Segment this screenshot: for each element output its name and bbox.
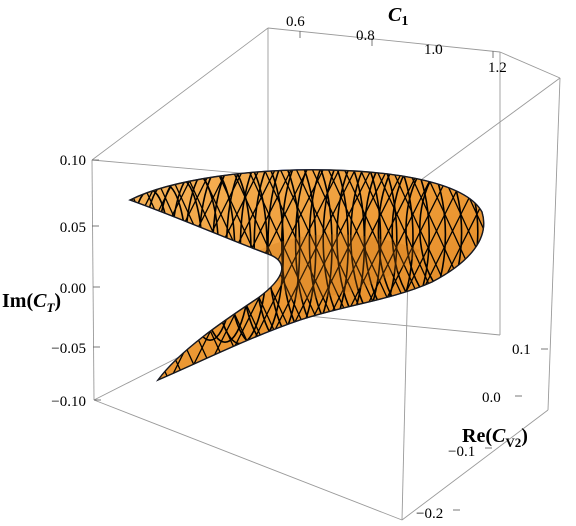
mesh-ring — [130, 189, 171, 331]
mesh-line — [130, 169, 137, 380]
c1-tick-3: 1.2 — [488, 60, 507, 76]
mesh-line — [0, 160, 56, 400]
mesh-line — [435, 169, 484, 380]
mesh-line — [130, 169, 185, 380]
mesh-line — [467, 169, 484, 380]
recv2-axis-label: Re(CV2) — [462, 425, 528, 450]
mesh-line — [130, 169, 147, 380]
recv2-tick-3: −0.2 — [416, 506, 443, 522]
mesh-line — [4, 160, 114, 400]
recv2-tick-labels: 0.1 0.0 −0.1 −0.2 — [416, 342, 531, 522]
mesh-line — [0, 160, 40, 400]
imct-tick-labels: 0.10 0.05 0.00 −0.05 −0.10 — [51, 153, 86, 410]
surface-outline — [128, 169, 485, 382]
imct-tick-1: 0.05 — [60, 220, 86, 236]
mesh-line — [451, 169, 484, 380]
recv2-tick-1: 0.0 — [482, 390, 501, 406]
tick-marks — [92, 31, 548, 511]
mesh-line — [0, 160, 8, 400]
mesh-line — [548, 160, 576, 400]
mesh-line — [532, 160, 576, 400]
c1-tick-1: 0.8 — [356, 28, 375, 44]
mesh-line — [0, 160, 82, 400]
imct-tick-2: 0.00 — [60, 281, 86, 297]
mesh-line — [130, 169, 131, 380]
imct-tick-4: −0.10 — [51, 394, 86, 410]
c1-tick-labels: 0.6 0.8 1.0 1.2 — [286, 14, 507, 76]
mesh-line — [516, 160, 576, 400]
mesh-line — [564, 160, 576, 400]
mesh-line — [0, 160, 104, 400]
mesh-line — [130, 169, 169, 380]
imct-tick-3: −0.05 — [51, 341, 86, 357]
mesh-line — [0, 160, 72, 400]
c1-tick-2: 1.0 — [424, 42, 443, 58]
surface-shading — [260, 234, 420, 300]
imct-tick-0: 0.10 — [60, 153, 86, 169]
mesh-line — [0, 160, 98, 400]
c1-axis-label: C1 — [388, 4, 408, 29]
mesh-line — [0, 160, 88, 400]
mesh-line — [463, 169, 484, 380]
mesh-line — [500, 160, 576, 400]
mesh-line — [0, 160, 24, 400]
imct-axis-label: Im(CT) — [2, 290, 61, 315]
c1-tick-0: 0.6 — [286, 14, 305, 30]
recv2-tick-2: −0.1 — [448, 444, 475, 460]
mesh-line — [0, 160, 120, 400]
mesh-line — [483, 169, 484, 380]
recv2-tick-0: 0.1 — [512, 342, 531, 358]
